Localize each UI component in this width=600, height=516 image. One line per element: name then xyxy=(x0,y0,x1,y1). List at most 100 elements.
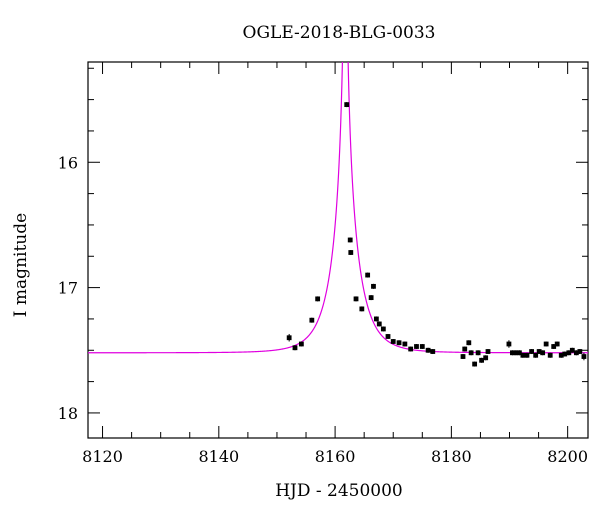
x-tick-label: 8160 xyxy=(315,447,356,466)
data-marker xyxy=(485,349,491,354)
data-point xyxy=(540,350,546,356)
x-tick-label: 8200 xyxy=(547,447,588,466)
data-point xyxy=(380,326,386,332)
data-point xyxy=(425,347,431,353)
data-marker xyxy=(286,335,292,341)
data-marker xyxy=(468,350,474,356)
data-point xyxy=(390,338,396,344)
data-point xyxy=(554,341,560,347)
data-marker xyxy=(414,344,419,349)
data-point xyxy=(510,350,515,356)
data-marker xyxy=(510,350,515,356)
data-point xyxy=(485,349,491,355)
data-point xyxy=(547,352,553,358)
data-marker xyxy=(573,350,579,356)
data-point xyxy=(365,272,371,278)
data-marker xyxy=(368,295,374,301)
data-point xyxy=(402,341,408,347)
data-point xyxy=(479,357,485,363)
data-marker xyxy=(309,317,315,323)
data-point xyxy=(562,351,568,357)
data-marker xyxy=(506,341,512,347)
data-marker xyxy=(558,352,564,358)
data-marker xyxy=(371,283,376,289)
data-marker xyxy=(524,352,530,358)
data-point xyxy=(368,295,374,301)
data-marker xyxy=(466,340,472,346)
data-point xyxy=(298,341,304,347)
data-marker xyxy=(479,357,485,363)
data-marker xyxy=(347,237,353,243)
data-marker xyxy=(529,349,535,354)
data-marker xyxy=(315,296,321,302)
data-point xyxy=(566,350,572,356)
data-point xyxy=(315,296,321,302)
data-marker xyxy=(419,344,425,349)
data-point xyxy=(309,317,315,323)
data-point xyxy=(573,350,579,356)
data-marker xyxy=(348,250,354,255)
data-point xyxy=(466,340,472,346)
data-point xyxy=(462,346,468,352)
data-marker xyxy=(562,351,568,357)
data-marker xyxy=(408,346,414,352)
data-point xyxy=(516,350,522,356)
data-point xyxy=(472,361,478,367)
data-marker xyxy=(547,352,553,358)
data-marker xyxy=(566,350,572,356)
data-point xyxy=(408,346,414,352)
x-tick-label: 8140 xyxy=(198,447,239,466)
data-marker xyxy=(365,272,371,278)
x-tick-label: 8180 xyxy=(431,447,472,466)
x-tick-label: 8120 xyxy=(82,447,123,466)
data-point xyxy=(506,340,512,348)
data-marker xyxy=(425,347,431,353)
data-marker xyxy=(472,361,478,367)
data-marker xyxy=(292,345,298,351)
data-point xyxy=(344,102,350,108)
data-point xyxy=(371,283,376,289)
data-point xyxy=(475,350,481,356)
data-marker xyxy=(430,349,436,354)
data-point xyxy=(385,333,391,339)
data-point xyxy=(513,350,519,356)
data-marker xyxy=(475,350,481,356)
data-point xyxy=(292,345,298,351)
data-point xyxy=(569,347,575,353)
data-marker xyxy=(513,350,519,356)
data-marker xyxy=(460,354,466,359)
data-marker xyxy=(402,341,408,347)
data-point xyxy=(419,344,425,350)
data-marker xyxy=(543,341,549,347)
data-point xyxy=(353,296,359,302)
data-marker xyxy=(373,316,379,322)
data-marker xyxy=(569,347,575,353)
data-marker xyxy=(376,321,382,327)
data-marker xyxy=(385,334,391,339)
data-point xyxy=(430,349,436,355)
data-point xyxy=(359,306,365,312)
data-marker xyxy=(577,349,583,354)
data-point xyxy=(376,321,382,327)
data-point xyxy=(581,352,587,361)
data-marker xyxy=(536,349,542,354)
data-point xyxy=(524,352,530,358)
data-point xyxy=(551,344,557,350)
y-tick-label: 17 xyxy=(58,279,78,298)
data-point xyxy=(286,333,292,342)
data-marker xyxy=(540,350,546,356)
data-point xyxy=(536,349,542,355)
data-marker xyxy=(554,341,560,347)
data-point xyxy=(396,340,402,346)
data-marker xyxy=(551,344,557,349)
data-point xyxy=(483,355,489,361)
data-marker xyxy=(483,355,489,361)
data-marker xyxy=(533,352,539,358)
data-point xyxy=(529,349,535,355)
data-marker xyxy=(344,102,350,108)
y-axis-title: I magnitude xyxy=(11,213,31,317)
chart-title: OGLE-2018-BLG-0033 xyxy=(243,23,436,43)
data-marker xyxy=(462,346,468,352)
